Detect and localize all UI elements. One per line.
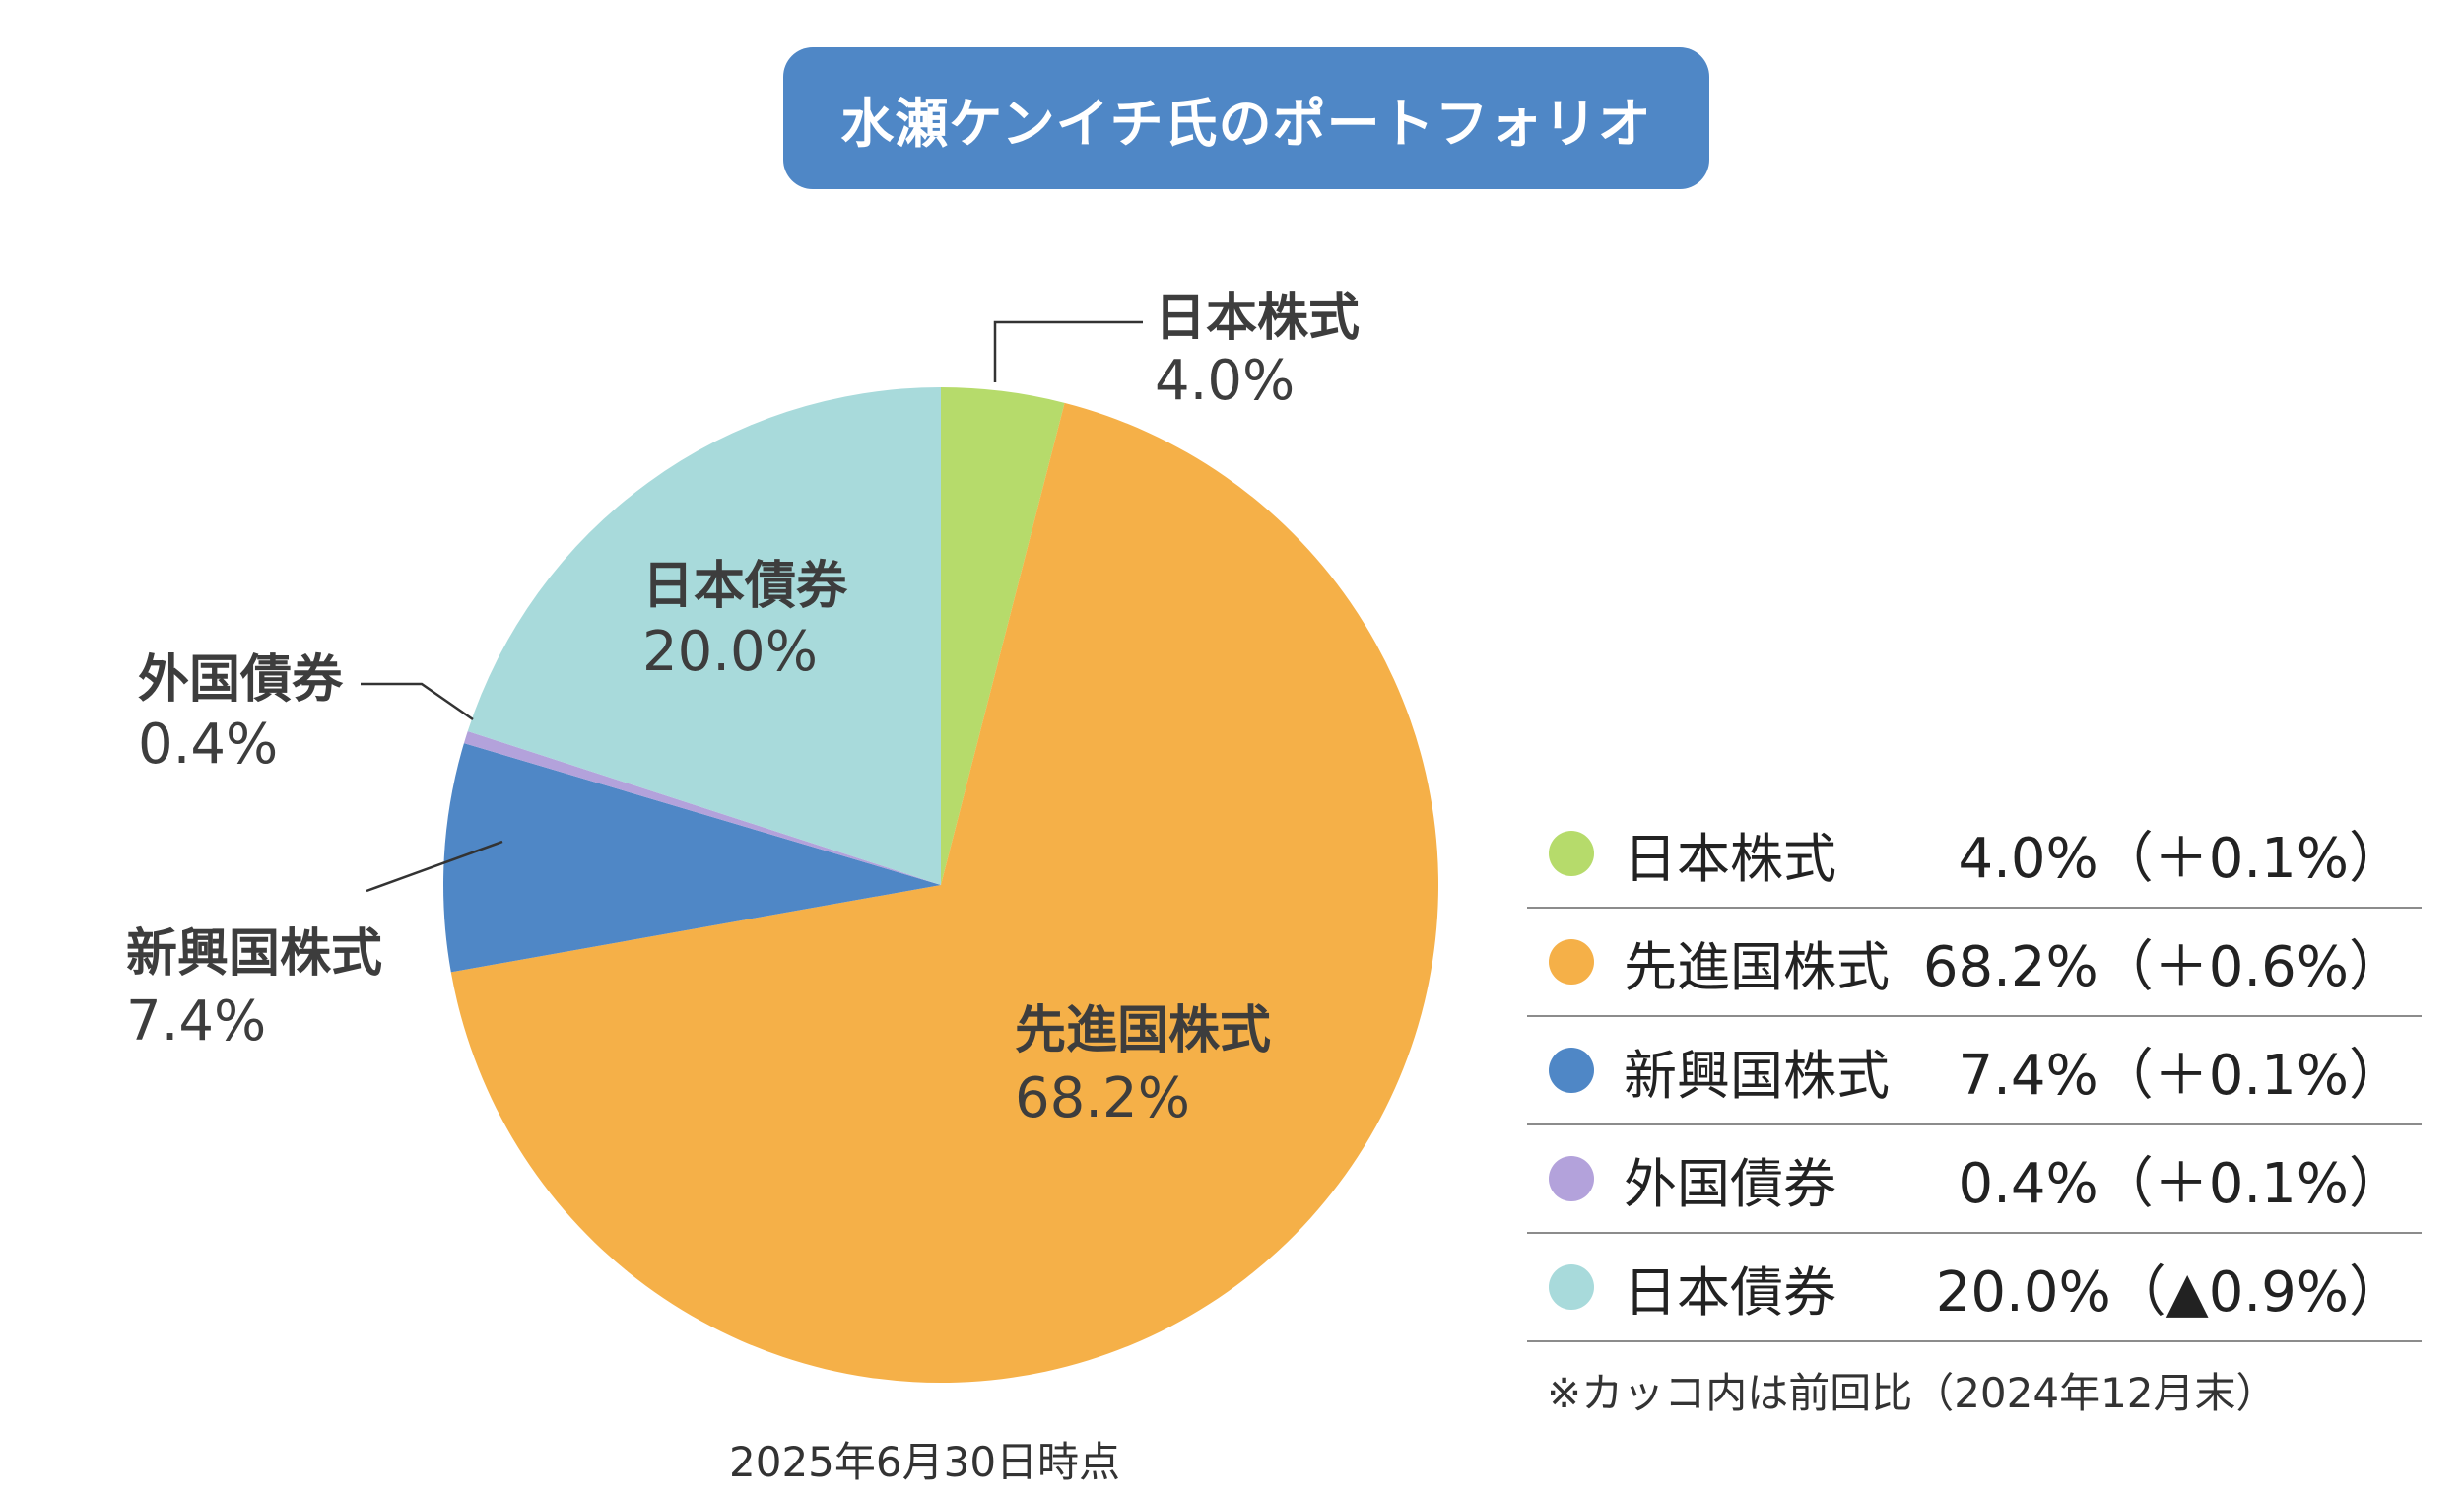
slice-value-nihon-kabushiki: 4.0% xyxy=(1155,349,1295,413)
leader-line-nihon-kabushiki xyxy=(993,320,1143,382)
legend-dot-senshinkoku-kabushiki xyxy=(1549,939,1594,985)
pie-slice-gaikoku-saiken xyxy=(463,730,941,885)
pie-slice-shinkoku-kabushiki xyxy=(443,743,941,973)
slice-label-shinkoku-kabushiki: 新興国株式 xyxy=(126,924,382,984)
slice-label-gaikoku-saiken: 外国債券 xyxy=(138,650,344,710)
slice-value-gaikoku-saiken: 0.4% xyxy=(138,713,278,777)
legend-dot-nihon-saiken xyxy=(1549,1264,1594,1310)
legend-row: 新興国株式 7.4%（＋0.1%） xyxy=(1527,1017,2422,1125)
pie-slice-senshinkoku-kabushiki xyxy=(450,402,1439,1384)
legend-row: 日本債券 20.0%（▲0.9%） xyxy=(1527,1234,2422,1342)
legend: 日本株式 4.0%（＋0.1%） 先進国株式 68.2%（＋0.6%） 新興国株… xyxy=(1527,800,2422,1342)
title-banner: 水瀬ケンイチ氏のポートフォリオ xyxy=(783,47,1709,189)
leader-line-shinkoku-kabushiki xyxy=(366,840,503,893)
legend-value: 0.4%（＋0.1%） xyxy=(1958,1151,2404,1216)
legend-value: 4.0%（＋0.1%） xyxy=(1958,826,2404,891)
date-note: 2025年6月30日時点 xyxy=(729,1438,1121,1486)
legend-name: 新興国株式 xyxy=(1624,1044,1890,1107)
slice-label-senshinkoku-kabushiki: 先進国株式 xyxy=(1015,1001,1271,1060)
legend-name: 外国債券 xyxy=(1624,1152,1836,1215)
legend-dot-gaikoku-saiken xyxy=(1549,1156,1594,1201)
legend-dot-shinkoku-kabushiki xyxy=(1549,1048,1594,1093)
slice-value-nihon-saiken: 20.0% xyxy=(642,620,818,684)
pie-slice-nihon-saiken xyxy=(467,387,941,885)
pie-slice-nihon-kabushiki xyxy=(941,387,1065,885)
leader-line-gaikoku-saiken xyxy=(361,682,474,721)
footnote: ※カッコ内は前回比（2024年12月末） xyxy=(1547,1369,2278,1417)
legend-value: 68.2%（＋0.6%） xyxy=(1922,934,2404,999)
legend-row: 日本株式 4.0%（＋0.1%） xyxy=(1527,800,2422,909)
legend-name: 先進国株式 xyxy=(1624,935,1890,998)
legend-name: 日本債券 xyxy=(1624,1260,1836,1324)
slice-label-nihon-saiken: 日本債券 xyxy=(642,557,848,616)
legend-value: 7.4%（＋0.1%） xyxy=(1958,1043,2404,1108)
legend-value: 20.0%（▲0.9%） xyxy=(1935,1259,2404,1325)
slice-label-nihon-kabushiki: 日本株式 xyxy=(1155,289,1360,348)
legend-row: 外国債券 0.4%（＋0.1%） xyxy=(1527,1125,2422,1234)
legend-row: 先進国株式 68.2%（＋0.6%） xyxy=(1527,909,2422,1017)
slice-value-senshinkoku-kabushiki: 68.2% xyxy=(1015,1066,1190,1130)
legend-dot-nihon-kabushiki xyxy=(1549,831,1594,876)
legend-name: 日本株式 xyxy=(1624,827,1836,890)
chart-title: 水瀬ケンイチ氏のポートフォリオ xyxy=(840,92,1652,155)
slice-value-shinkoku-kabushiki: 7.4% xyxy=(126,989,266,1054)
